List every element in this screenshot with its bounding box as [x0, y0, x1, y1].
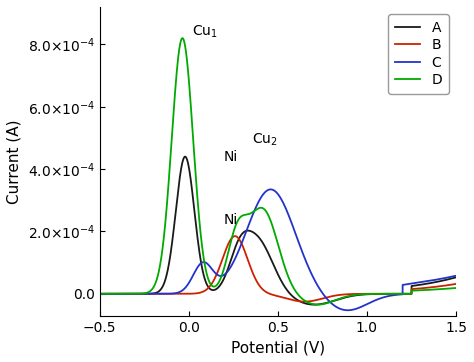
A: [137, 292, 143, 296]
A: [234, 242, 239, 247]
B: [447, 283, 452, 287]
B: [232, 234, 238, 238]
C: [268, 187, 273, 191]
C: [249, 215, 255, 219]
B: [137, 292, 143, 296]
B: [408, 292, 414, 296]
Text: Cu$_2$: Cu$_2$: [252, 131, 278, 148]
Text: Ni: Ni: [223, 150, 237, 164]
A: [249, 230, 255, 234]
D: [158, 255, 164, 259]
Text: Cu$_1$: Cu$_1$: [192, 23, 218, 40]
D: [137, 291, 143, 296]
B: [301, 299, 307, 304]
Line: B: B: [100, 236, 456, 302]
A: [182, 155, 188, 159]
C: [158, 292, 164, 296]
D: [180, 36, 185, 40]
C: [447, 275, 452, 279]
Y-axis label: Current (A): Current (A): [7, 119, 22, 203]
Line: A: A: [100, 157, 456, 305]
X-axis label: Potential (V): Potential (V): [231, 340, 325, 355]
B: [97, 292, 102, 296]
A: [97, 292, 102, 296]
A: [447, 277, 452, 281]
B: [158, 292, 164, 296]
A: [158, 286, 164, 291]
D: [408, 292, 414, 296]
Line: C: C: [100, 189, 456, 310]
D: [447, 286, 452, 291]
D: [249, 211, 255, 215]
D: [453, 286, 459, 290]
D: [97, 292, 102, 296]
C: [137, 292, 143, 296]
C: [408, 281, 414, 286]
C: [233, 254, 239, 258]
B: [234, 234, 239, 239]
A: [453, 275, 459, 279]
D: [315, 302, 320, 307]
B: [249, 269, 255, 273]
A: [311, 303, 317, 307]
C: [97, 292, 102, 296]
C: [453, 274, 459, 278]
Legend: A, B, C, D: A, B, C, D: [388, 14, 449, 94]
A: [408, 292, 414, 296]
D: [234, 222, 239, 226]
B: [453, 282, 459, 286]
Line: D: D: [100, 38, 456, 304]
Text: Ni: Ni: [223, 213, 237, 227]
C: [345, 308, 351, 312]
